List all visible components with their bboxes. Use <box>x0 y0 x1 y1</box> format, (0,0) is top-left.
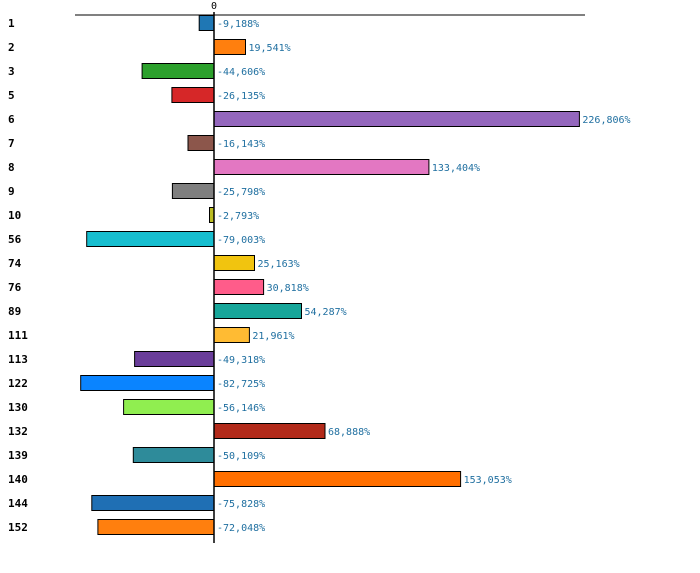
category-label: 132 <box>8 425 28 438</box>
bar <box>213 279 265 295</box>
bar <box>213 327 250 343</box>
zero-tick-label: 0 <box>211 1 217 12</box>
category-label: 139 <box>8 449 28 462</box>
value-label: -50,109% <box>217 451 265 462</box>
value-label: -9,188% <box>217 19 259 30</box>
value-label: 153,053% <box>464 475 512 486</box>
category-label: 144 <box>8 497 28 510</box>
value-label: -26,135% <box>217 91 265 102</box>
value-label: -25,798% <box>217 187 265 198</box>
category-label: 9 <box>8 185 15 198</box>
category-label: 1 <box>8 17 15 30</box>
value-label: 226,806% <box>582 115 630 126</box>
category-label: 89 <box>8 305 21 318</box>
bar <box>213 471 462 487</box>
value-label: -2,793% <box>217 211 259 222</box>
category-label: 6 <box>8 113 15 126</box>
bar <box>187 135 215 151</box>
bar <box>86 231 215 247</box>
bar <box>134 351 215 367</box>
bar <box>132 447 215 463</box>
category-label: 3 <box>8 65 15 78</box>
bar <box>213 111 580 127</box>
value-label: -82,725% <box>217 379 265 390</box>
value-label: -72,048% <box>217 523 265 534</box>
bar <box>123 399 215 415</box>
value-label: 54,287% <box>305 307 347 318</box>
bar <box>97 519 215 535</box>
value-label: -75,828% <box>217 499 265 510</box>
value-label: 25,163% <box>258 259 300 270</box>
bar <box>80 375 215 391</box>
category-label: 76 <box>8 281 22 294</box>
value-label: -44,606% <box>217 67 265 78</box>
bar <box>213 255 255 271</box>
category-label: 56 <box>8 233 22 246</box>
bar <box>171 87 215 103</box>
category-label: 10 <box>8 209 21 222</box>
bar <box>141 63 215 79</box>
category-label: 74 <box>8 257 22 270</box>
bars-layer: 1 -9,188% 2 19,541% 3 -44,606% 5 -26,135% 6 226,8… <box>8 15 631 535</box>
category-label: 2 <box>8 41 15 54</box>
category-label: 7 <box>8 137 15 150</box>
value-label: 133,404% <box>432 163 480 174</box>
value-label: -16,143% <box>217 139 265 150</box>
bar <box>213 303 302 319</box>
bar <box>198 15 215 31</box>
bar <box>91 495 215 511</box>
category-label: 122 <box>8 377 28 390</box>
bar <box>213 159 430 175</box>
category-label: 152 <box>8 521 28 534</box>
value-label: 68,888% <box>328 427 370 438</box>
value-label: 21,961% <box>252 331 294 342</box>
value-label: -79,003% <box>217 235 265 246</box>
category-label: 113 <box>8 353 28 366</box>
value-label: -49,318% <box>217 355 265 366</box>
category-label: 140 <box>8 473 28 486</box>
category-label: 5 <box>8 89 15 102</box>
bar <box>213 39 246 55</box>
value-label: -56,146% <box>217 403 265 414</box>
category-label: 8 <box>8 161 15 174</box>
category-label: 111 <box>8 329 28 342</box>
category-label: 130 <box>8 401 28 414</box>
value-label: 19,541% <box>249 43 291 54</box>
value-label: 30,818% <box>267 283 309 294</box>
bar <box>213 423 326 439</box>
bar <box>171 183 215 199</box>
